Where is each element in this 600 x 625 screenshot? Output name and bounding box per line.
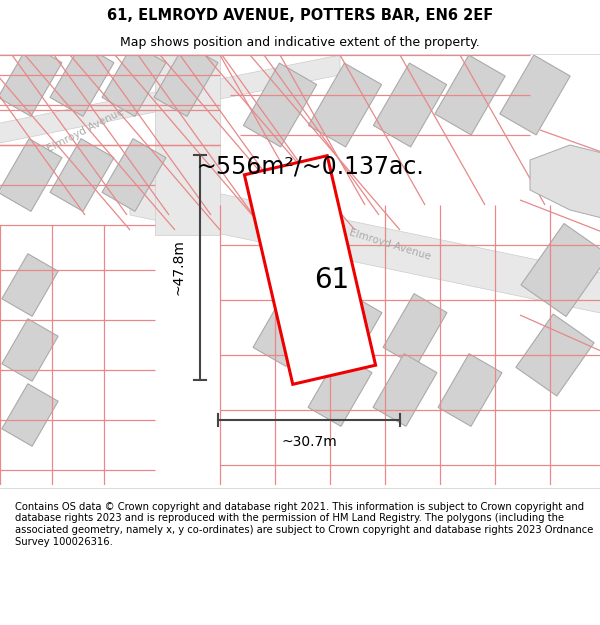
Polygon shape: [0, 44, 62, 116]
Polygon shape: [308, 354, 372, 426]
Polygon shape: [155, 55, 220, 235]
Polygon shape: [2, 384, 58, 446]
Polygon shape: [2, 319, 58, 381]
Polygon shape: [2, 254, 58, 316]
Polygon shape: [0, 55, 340, 145]
Polygon shape: [244, 156, 376, 384]
Polygon shape: [438, 354, 502, 426]
Text: Contains OS data © Crown copyright and database right 2021. This information is : Contains OS data © Crown copyright and d…: [15, 502, 593, 547]
Text: 61, ELMROYD AVENUE, POTTERS BAR, EN6 2EF: 61, ELMROYD AVENUE, POTTERS BAR, EN6 2EF: [107, 8, 493, 23]
Polygon shape: [102, 139, 166, 211]
Polygon shape: [500, 55, 570, 135]
Text: 61: 61: [314, 266, 350, 294]
Polygon shape: [308, 63, 382, 147]
Polygon shape: [244, 63, 317, 147]
Polygon shape: [50, 44, 114, 116]
Polygon shape: [521, 224, 600, 316]
Polygon shape: [102, 44, 166, 116]
Polygon shape: [435, 55, 505, 135]
Polygon shape: [50, 139, 114, 211]
Polygon shape: [154, 44, 218, 116]
Polygon shape: [373, 354, 437, 426]
Text: Map shows position and indicative extent of the property.: Map shows position and indicative extent…: [120, 36, 480, 49]
Polygon shape: [0, 139, 62, 211]
Polygon shape: [383, 294, 447, 366]
Polygon shape: [516, 314, 594, 396]
Text: ~30.7m: ~30.7m: [281, 435, 337, 449]
Polygon shape: [318, 294, 382, 366]
Text: Elmroyd Avenue: Elmroyd Avenue: [348, 228, 432, 262]
Polygon shape: [130, 175, 600, 315]
Text: Elmroyd Avenue: Elmroyd Avenue: [45, 106, 125, 154]
Polygon shape: [253, 294, 317, 366]
Polygon shape: [373, 63, 446, 147]
Polygon shape: [530, 145, 600, 220]
Text: ~556m²/~0.137ac.: ~556m²/~0.137ac.: [196, 155, 424, 179]
Text: ~47.8m: ~47.8m: [171, 239, 185, 296]
